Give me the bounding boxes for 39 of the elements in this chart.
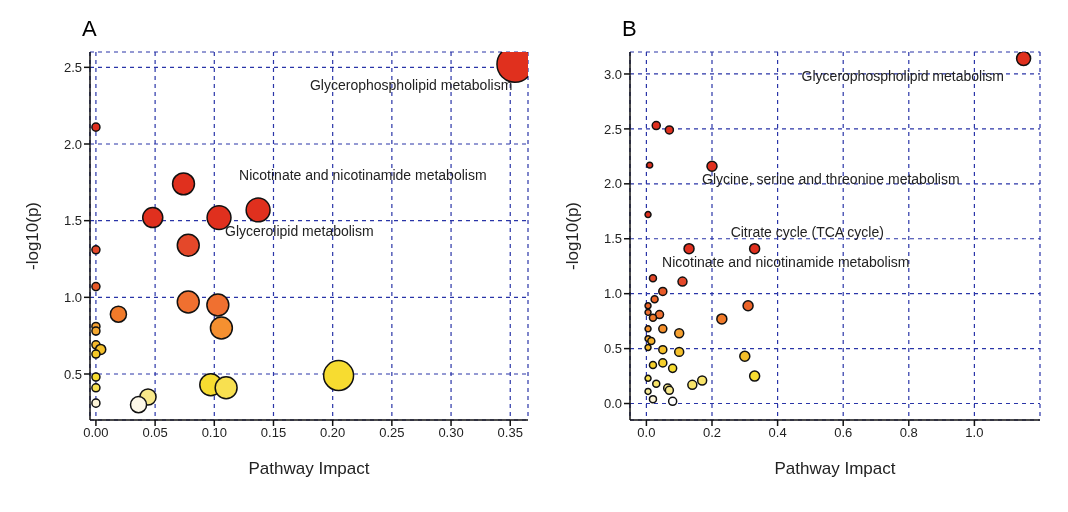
annotation: Glycerolipid metabolism: [225, 222, 374, 239]
y-tick-label: 1.0: [63, 289, 82, 305]
x-tick-label: 0.4: [768, 425, 787, 441]
y-tick-label: 2.0: [603, 176, 622, 192]
y-tick-label: 2.0: [63, 136, 82, 152]
y-tick-label: 0.5: [603, 341, 622, 357]
x-tick-label: 0.25: [379, 425, 405, 441]
y-axis-title: -log10(p): [563, 201, 583, 271]
y-tick-label: 1.5: [63, 213, 82, 229]
x-tick-label: 0.6: [834, 425, 853, 441]
y-axis-title: -log10(p): [23, 201, 43, 271]
annotation: Nicotinate and nicotinamide metabolism: [662, 253, 910, 270]
x-tick-label: 0.05: [142, 425, 168, 441]
chart-title: A: [82, 16, 97, 42]
x-tick-label: 0.8: [899, 425, 918, 441]
x-tick-label: 0.0: [637, 425, 656, 441]
y-tick-label: 0.0: [603, 396, 622, 412]
x-tick-label: 0.10: [201, 425, 227, 441]
chart-title: B: [622, 16, 637, 42]
annotation: Nicotinate and nicotinamide metabolism: [239, 166, 487, 183]
x-tick-label: 0.2: [702, 425, 722, 441]
annotation: Glycerophospholipid metabolism: [309, 77, 513, 94]
x-axis-title: Pathway Impact: [248, 459, 370, 478]
annotation: Citrate cycle (TCA cycle): [730, 223, 884, 240]
x-tick-label: 0.30: [438, 425, 464, 441]
y-tick-label: 3.0: [603, 66, 622, 82]
x-axis-title: Pathway Impact: [774, 459, 896, 478]
y-tick-label: 2.5: [603, 121, 622, 137]
x-tick-label: 0.00: [83, 425, 109, 441]
y-tick-label: 1.0: [603, 286, 622, 302]
y-tick-label: 1.5: [603, 231, 622, 247]
x-tick-label: 0.20: [320, 425, 346, 441]
x-tick-label: 0.15: [260, 425, 287, 441]
y-tick-label: 0.5: [63, 366, 82, 382]
y-tick-label: 2.5: [63, 59, 82, 75]
annotation: Glycine, serine and threonine metabolism: [702, 171, 960, 188]
annotation: Glycerophospholipid metabolism: [801, 67, 1004, 84]
x-tick-label: 1.0: [965, 425, 984, 441]
x-tick-label: 0.35: [497, 425, 523, 441]
